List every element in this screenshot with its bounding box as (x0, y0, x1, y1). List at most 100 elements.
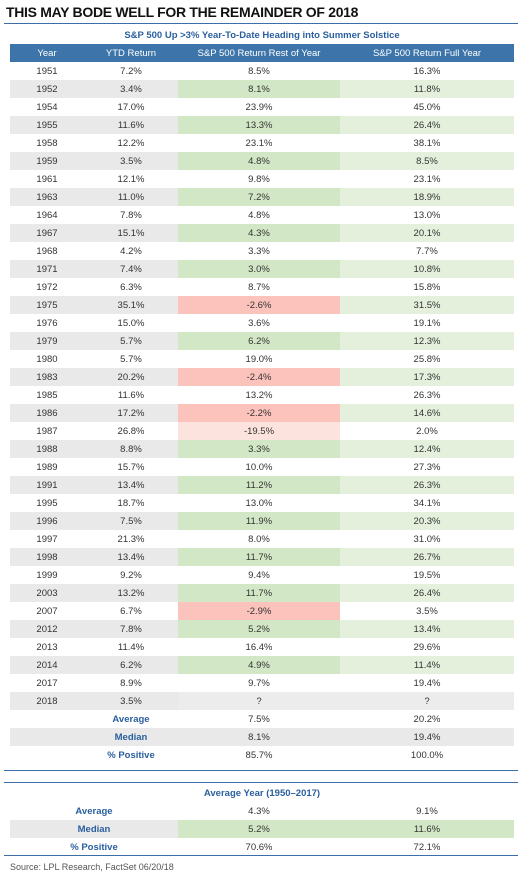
table-row: 2014 6.2% 4.9% 11.4% (10, 656, 515, 674)
year-cell: 1975 (10, 296, 84, 314)
full-year-cell: 23.1% (340, 170, 515, 188)
ytd-return-cell: 20.2% (84, 368, 178, 386)
stat-full-year: 100.0% (340, 746, 515, 764)
full-year-cell: 29.6% (340, 638, 515, 656)
year-cell: 1985 (10, 386, 84, 404)
ytd-return-cell: 13.4% (84, 548, 178, 566)
rest-of-year-cell: 4.8% (178, 206, 340, 224)
full-year-cell: 38.1% (340, 134, 515, 152)
average-year-row: Median 5.2% 11.6% (10, 820, 515, 838)
table-row: 1959 3.5% 4.8% 8.5% (10, 152, 515, 170)
year-cell: 1987 (10, 422, 84, 440)
table-row: 2003 13.2% 11.7% 26.4% (10, 584, 515, 602)
year-cell: 2012 (10, 620, 84, 638)
rest-of-year-cell: 4.9% (178, 656, 340, 674)
year-cell: 1952 (10, 80, 84, 98)
full-year-cell: 11.8% (340, 80, 515, 98)
avg-rest-of-year: 70.6% (178, 838, 340, 856)
stat-label: % Positive (84, 746, 178, 764)
rest-of-year-cell: 13.3% (178, 116, 340, 134)
table-row: 1987 26.8% -19.5% 2.0% (10, 422, 515, 440)
rest-of-year-cell: 9.7% (178, 674, 340, 692)
ytd-return-cell: 11.4% (84, 638, 178, 656)
table-row: 2017 8.9% 9.7% 19.4% (10, 674, 515, 692)
year-cell: 1996 (10, 512, 84, 530)
ytd-return-cell: 17.2% (84, 404, 178, 422)
full-year-cell: 20.3% (340, 512, 515, 530)
table-row: 1983 20.2% -2.4% 17.3% (10, 368, 515, 386)
full-year-cell: 19.5% (340, 566, 515, 584)
full-year-cell: 26.4% (340, 584, 515, 602)
ytd-return-cell: 12.1% (84, 170, 178, 188)
ytd-return-cell: 12.2% (84, 134, 178, 152)
rest-of-year-cell: 8.1% (178, 80, 340, 98)
table-row: 1998 13.4% 11.7% 26.7% (10, 548, 515, 566)
rest-of-year-cell: -2.6% (178, 296, 340, 314)
table-row: 1951 7.2% 8.5% 16.3% (10, 62, 515, 80)
title-divider (4, 23, 518, 24)
stats-body: Average 7.5% 20.2% Median 8.1% 19.4%% Positiv… (10, 710, 515, 764)
rest-of-year-cell: 11.7% (178, 548, 340, 566)
full-year-cell: 10.8% (340, 260, 515, 278)
table-row: 2013 11.4% 16.4% 29.6% (10, 638, 515, 656)
year-cell: 1998 (10, 548, 84, 566)
year-cell: 2018 (10, 692, 84, 710)
full-year-cell: 13.0% (340, 206, 515, 224)
full-year-cell: 2.0% (340, 422, 515, 440)
year-cell: 2003 (10, 584, 84, 602)
column-header-rest-of-year: S&P 500 Return Rest of Year (178, 44, 340, 62)
ytd-return-cell: 7.2% (84, 62, 178, 80)
full-year-cell: 7.7% (340, 242, 515, 260)
ytd-return-cell: 3.5% (84, 152, 178, 170)
full-year-cell: 13.4% (340, 620, 515, 638)
ytd-return-cell: 7.8% (84, 620, 178, 638)
rest-of-year-cell: 4.3% (178, 224, 340, 242)
ytd-return-cell: 5.7% (84, 350, 178, 368)
rest-of-year-cell: 8.0% (178, 530, 340, 548)
source-note: Source: LPL Research, FactSet 06/20/18 (10, 862, 174, 872)
ytd-return-cell: 4.2% (84, 242, 178, 260)
rest-of-year-cell: 9.4% (178, 566, 340, 584)
stat-rest-of-year: 85.7% (178, 746, 340, 764)
full-year-cell: 12.3% (340, 332, 515, 350)
full-year-cell: 45.0% (340, 98, 515, 116)
full-year-cell: 16.3% (340, 62, 515, 80)
stat-label: Average (84, 710, 178, 728)
year-cell: 1991 (10, 476, 84, 494)
ytd-return-cell: 15.1% (84, 224, 178, 242)
rest-of-year-cell: -2.2% (178, 404, 340, 422)
ytd-return-cell: 6.2% (84, 656, 178, 674)
rest-of-year-cell: 11.7% (178, 584, 340, 602)
stat-rest-of-year: 7.5% (178, 710, 340, 728)
table-row: 1979 5.7% 6.2% 12.3% (10, 332, 515, 350)
table-row: 1997 21.3% 8.0% 31.0% (10, 530, 515, 548)
ytd-return-cell: 6.7% (84, 602, 178, 620)
rest-of-year-cell: -2.4% (178, 368, 340, 386)
year-cell: 1979 (10, 332, 84, 350)
table-row: 1991 13.4% 11.2% 26.3% (10, 476, 515, 494)
table-row: 1985 11.6% 13.2% 26.3% (10, 386, 515, 404)
full-year-cell: 19.4% (340, 674, 515, 692)
year-cell: 1976 (10, 314, 84, 332)
year-cell: 1988 (10, 440, 84, 458)
rest-of-year-cell: -19.5% (178, 422, 340, 440)
year-cell: 1968 (10, 242, 84, 260)
year-cell: 1989 (10, 458, 84, 476)
full-year-cell: 26.3% (340, 476, 515, 494)
rest-of-year-cell: 9.8% (178, 170, 340, 188)
year-cell: 2014 (10, 656, 84, 674)
year-cell: 1983 (10, 368, 84, 386)
ytd-return-cell: 15.7% (84, 458, 178, 476)
avg-full-year: 11.6% (340, 820, 515, 838)
stat-full-year: 20.2% (340, 710, 515, 728)
table-row: 1955 11.6% 13.3% 26.4% (10, 116, 515, 134)
table-row: 1964 7.8% 4.8% 13.0% (10, 206, 515, 224)
table-row: 1972 6.3% 8.7% 15.8% (10, 278, 515, 296)
full-year-cell: 31.5% (340, 296, 515, 314)
ytd-return-cell: 35.1% (84, 296, 178, 314)
year-cell: 1972 (10, 278, 84, 296)
ytd-return-cell: 6.3% (84, 278, 178, 296)
year-cell: 2013 (10, 638, 84, 656)
main-table: S&P 500 Up >3% Year-To-Date Heading into… (10, 26, 515, 764)
table-row: 1968 4.2% 3.3% 7.7% (10, 242, 515, 260)
